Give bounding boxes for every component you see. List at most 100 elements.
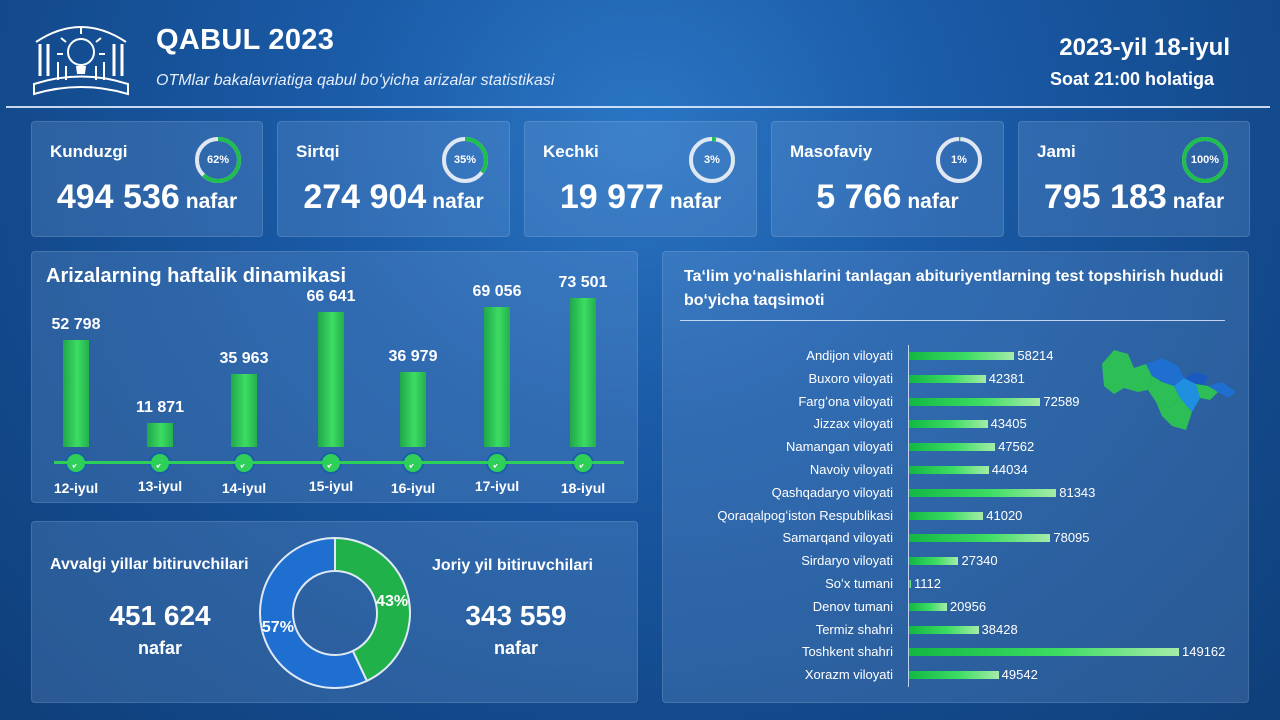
previous-years-value: 451 624	[109, 600, 211, 631]
stat-unit: nafar	[669, 190, 722, 213]
stat-card-jami: Jami 100% 795 183 nafar	[1018, 121, 1250, 237]
weekly-bar-value: 73 501	[558, 274, 608, 292]
region-bar	[909, 602, 947, 611]
region-value: 43405	[990, 416, 1027, 432]
weekly-day-label: 16-iyul	[390, 480, 436, 496]
previous-years-label: Avvalgi yillar bitiruvchilari	[50, 556, 249, 573]
region-value: 149162	[1182, 644, 1226, 660]
regions-axis-line	[908, 345, 909, 687]
weekly-bar	[400, 372, 426, 447]
region-value: 58214	[1017, 348, 1054, 363]
weekly-bar	[318, 312, 344, 447]
ring-progress	[689, 137, 735, 183]
region-value: 41020	[986, 507, 1023, 523]
stat-label: Masofaviy	[790, 142, 873, 161]
region-bar	[909, 557, 959, 566]
region-value: 42381	[988, 370, 1025, 386]
region-bar	[909, 488, 1057, 497]
report-time: Soat 21:00 holatiga	[1049, 69, 1214, 89]
weekly-bar	[231, 374, 257, 447]
weekly-day-label: 12-iyul	[53, 480, 99, 496]
regions-title-divider	[680, 320, 1225, 321]
weekly-bar	[484, 307, 510, 447]
region-label: Qoraqalpogʻiston Respublikasi	[717, 507, 893, 523]
region-label: Jizzax viloyati	[813, 416, 893, 432]
region-value: 44034	[991, 462, 1028, 477]
region-label: Termiz shahri	[815, 621, 893, 637]
region-bar	[909, 466, 989, 474]
region-label: Fargʻona viloyati	[798, 393, 893, 409]
stat-card-masofaviy: Masofaviy 1% 5 766 nafar	[771, 121, 1004, 237]
donut-slice-label: 57%	[262, 619, 294, 636]
region-label: Soʻx tumani	[825, 576, 893, 591]
stat-number: 795 183	[1043, 178, 1167, 216]
stat-value: 274 904 nafar	[278, 178, 509, 217]
stat-percent: 1%	[951, 154, 967, 166]
region-bar	[909, 511, 984, 520]
weekly-bar	[63, 340, 89, 447]
region-value: 1112	[914, 576, 941, 591]
stat-percent: 100%	[1190, 154, 1220, 166]
region-label: Andijon viloyati	[806, 348, 893, 363]
stat-label: Sirtqi	[296, 142, 340, 161]
region-value: 78095	[1053, 530, 1090, 546]
donut-slice-current-year	[334, 536, 411, 683]
region-value: 49542	[1001, 667, 1038, 683]
region-label: Denov tumani	[812, 598, 893, 614]
ring-progress	[442, 137, 488, 183]
donut-slice-label: 43%	[376, 593, 408, 610]
region-bar	[909, 625, 979, 634]
stat-percent: 62%	[206, 154, 230, 166]
ring-progress	[195, 137, 241, 183]
region-label: Sirdaryo viloyati	[801, 553, 893, 569]
region-value: 81343	[1059, 484, 1096, 500]
stat-unit: nafar	[1172, 190, 1225, 213]
stat-value: 19 977 nafar	[525, 178, 756, 217]
region-value: 20956	[949, 598, 987, 614]
donut-slice-previous-years	[259, 536, 369, 689]
stat-percent: 35%	[453, 154, 477, 166]
weekly-day-label: 15-iyul	[308, 478, 354, 494]
stat-card-kunduzgi: Kunduzgi 62% 494 536 nafar	[31, 121, 263, 237]
weekly-day-label: 13-iyul	[137, 478, 183, 494]
weekly-bar-value: 11 871	[135, 398, 185, 416]
stat-progress-ring: 1%	[933, 134, 985, 186]
timeline-line	[54, 461, 624, 464]
stat-number: 494 536	[56, 178, 180, 216]
region-label: Xorazm viloyati	[804, 667, 893, 683]
region-label: Samarqand viloyati	[782, 530, 893, 546]
stat-value: 795 183 nafar	[1019, 178, 1249, 217]
current-year-value: 343 559	[465, 600, 567, 631]
region-value: 72589	[1043, 393, 1080, 409]
stat-value: 5 766 nafar	[772, 178, 1003, 217]
stat-progress-ring: 62%	[192, 134, 244, 186]
header-divider	[6, 106, 1270, 108]
ministry-logo	[30, 14, 132, 100]
header: QABUL 2023 OTMlar bakalavriatiga qabul b…	[0, 0, 1280, 108]
region-label: Toshkent shahri	[801, 644, 893, 660]
ring-progress	[936, 137, 982, 183]
page-title: QABUL 2023	[156, 24, 335, 56]
region-label: Buxoro viloyati	[808, 370, 893, 386]
stat-unit: nafar	[185, 190, 238, 213]
stat-progress-ring: 3%	[686, 134, 738, 186]
regions-chart-title: Taʻlim yoʻnalishlarini tanlagan abituriy…	[684, 268, 1224, 309]
page-subtitle: OTMlar bakalavriatiga qabul boʻyicha ari…	[156, 72, 555, 89]
weekly-bar-value: 66 641	[306, 288, 356, 306]
stat-label: Jami	[1037, 142, 1076, 161]
current-year-label: Joriy yil bitiruvchilari	[432, 557, 593, 574]
region-bar	[909, 648, 1179, 657]
region-label: Qashqadaryo viloyati	[771, 484, 893, 500]
current-year-unit: nafar	[493, 638, 538, 658]
ring-progress	[1182, 137, 1228, 183]
stat-label: Kunduzgi	[50, 142, 128, 161]
weekly-day-label: 18-iyul	[560, 480, 606, 496]
report-date: 2023-yil 18-iyul	[1059, 34, 1230, 61]
stat-percent: 3%	[704, 154, 720, 166]
weekly-bar	[570, 298, 596, 447]
weekly-bar	[147, 422, 173, 447]
region-bar	[909, 443, 996, 452]
stat-unit: nafar	[432, 190, 484, 213]
stat-progress-ring: 35%	[439, 134, 491, 186]
weekly-bar-value: 35 963	[219, 350, 269, 368]
